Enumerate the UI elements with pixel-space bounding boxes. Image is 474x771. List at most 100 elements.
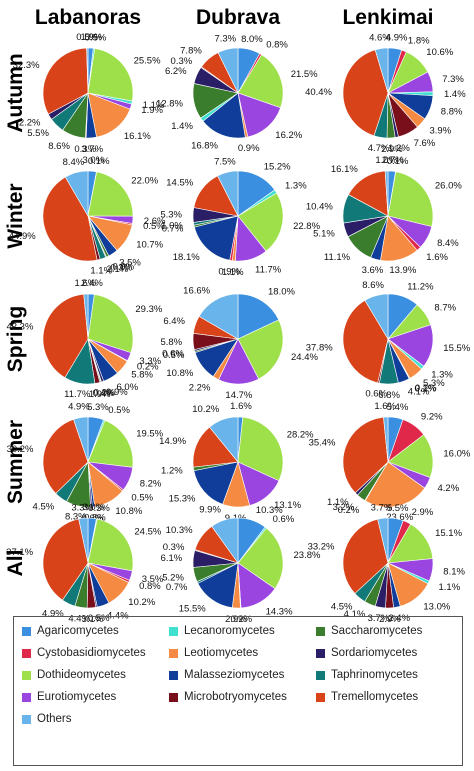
legend-swatch (169, 648, 178, 658)
pie-slice-tremellomycetes (42, 176, 98, 262)
legend-swatch (22, 648, 31, 658)
data-label: 22.0% (131, 176, 158, 187)
data-label: 18.1% (173, 252, 200, 263)
data-label: 3.9% (430, 126, 452, 137)
pie-slice-others (364, 293, 389, 341)
data-label: 35.4% (309, 437, 336, 448)
pie-slice-dothideomycetes (387, 171, 434, 228)
data-label: 0.3% (111, 262, 133, 273)
pie-slice-dothideomycetes (237, 319, 284, 380)
data-label: 0.8% (84, 513, 106, 524)
legend-item-microbotryomycetes: Microbotryomycetes (169, 690, 287, 704)
pie-slice-tremellomycetes (342, 299, 389, 384)
data-label: 15.2% (264, 161, 291, 172)
data-label: 0.5% (131, 492, 153, 503)
pie-slice-tremellomycetes (192, 426, 239, 468)
pie-slice-others (211, 517, 239, 564)
data-label: 8.3% (65, 512, 87, 523)
data-label: 15.5% (443, 343, 470, 354)
data-label: 0.5% (163, 350, 185, 361)
data-label: 23.6% (386, 512, 413, 523)
data-label: 1.1% (222, 267, 244, 278)
data-label: 10.3% (256, 505, 283, 516)
data-label: 7.6% (414, 138, 436, 149)
legend-item-agaricomycetes: Agaricomycetes (22, 624, 119, 638)
data-label: 30.2% (7, 444, 34, 455)
data-label: 14.3% (266, 607, 293, 618)
legend-item-cystobasidiomycetes: Cystobasidiomycetes (22, 646, 146, 660)
data-label: 11.1% (324, 252, 351, 263)
data-label: 14.7% (225, 390, 252, 401)
data-label: 0.8% (139, 581, 161, 592)
data-label: 2.9% (381, 144, 403, 155)
row-title-summer: Summer (4, 420, 27, 504)
data-label: 0.7% (162, 224, 184, 235)
data-label: 3.5% (142, 574, 164, 585)
pie-slice-others (209, 416, 239, 463)
pie-labanoras-winter: 3.0%0.1% 22.0% 2.6%0.5% 10.7% 3.5%0.9%0.3%2.… (9, 155, 166, 276)
data-label: 18.0% (268, 287, 295, 298)
legend-label: Taphrinomycetes (331, 669, 418, 681)
legend-label: Eurotiomycetes (37, 691, 117, 703)
data-label: 0.3% (74, 144, 96, 155)
data-label: 1.2% (161, 466, 183, 477)
row-title-all: All (4, 550, 27, 577)
data-label: 6.4% (163, 316, 185, 327)
data-label: 1.4% (444, 89, 466, 100)
data-label: 1.9% (141, 105, 163, 116)
legend-item-eurotiomycetes: Eurotiomycetes (22, 690, 116, 704)
data-label: 22.8% (293, 221, 320, 232)
data-label: 0.3% (88, 503, 110, 514)
data-label: 8.7% (434, 303, 456, 314)
data-label: 13.0% (423, 601, 450, 612)
pie-slice-tremellomycetes (342, 518, 389, 594)
pie-slice-malasseziomycetes (202, 92, 246, 139)
data-label: 5.4% (387, 402, 409, 413)
data-label: 10.7% (136, 240, 163, 251)
legend-item-taphrinomycetes: Taphrinomycetes (316, 668, 418, 682)
pie-slice-others (383, 416, 389, 463)
pie-slice-dothideomycetes (237, 54, 284, 109)
data-label: 16.6% (183, 285, 210, 296)
pie-slice-dothideomycetes (387, 434, 434, 478)
pie-slice-tremellomycetes (42, 47, 89, 115)
data-label: 5.3% (160, 210, 182, 221)
legend-swatch (22, 670, 31, 680)
data-label: 40.4% (305, 87, 332, 98)
data-label: 19.5% (136, 429, 163, 440)
data-label: 1.1% (143, 100, 165, 111)
legend-item-lecanoromycetes: Lecanoromycetes (169, 624, 275, 638)
data-label: 3.7% (368, 613, 390, 624)
data-label: 10.8% (115, 506, 142, 517)
data-label: 37.8% (306, 343, 333, 354)
data-label: 0.5% (85, 33, 107, 44)
data-label: 3.0% (82, 155, 104, 166)
data-label: 2.9% (225, 614, 247, 625)
data-label: 4.5% (33, 502, 55, 513)
legend-label: Leotiomycetes (184, 647, 259, 659)
legend-label: Dothideomycetes (37, 669, 126, 681)
data-label: 4.9% (42, 608, 64, 619)
data-label: 4.9% (68, 402, 90, 413)
data-label: 9.9% (199, 505, 221, 516)
column-title-labanoras: Labanoras (35, 6, 141, 29)
data-label: 2.7% (382, 155, 404, 166)
pie-slice-others (64, 170, 89, 218)
pie-slice-dothideomycetes (237, 527, 284, 590)
data-label: 37.1% (6, 547, 33, 558)
data-label: 1.6% (426, 252, 448, 263)
data-label: 10.4% (306, 202, 333, 213)
pie-slice-tremellomycetes (42, 419, 89, 494)
data-label: 12.8% (156, 99, 183, 110)
data-label: 11.7% (64, 389, 91, 400)
data-label: 16.1% (124, 131, 151, 142)
pie-slice-tremellomycetes (342, 49, 389, 137)
data-label: 3.3% (139, 356, 161, 367)
data-label: 7.5% (214, 157, 236, 168)
data-label: 4.6% (369, 33, 391, 44)
pie-dubrava-all: 10.3%0.6%23.8%14.3%0.2%2.9%15.5%0.7%5.2%… (161, 505, 321, 625)
pie-slice-eurotiomycetes (237, 92, 281, 138)
data-label: 29.3% (135, 304, 162, 315)
pie-dubrava-spring: 18.0% 24.4% 14.7% 2.2% 10.8% 0.5%0.6%5.8% 6.4%… (160, 285, 318, 401)
